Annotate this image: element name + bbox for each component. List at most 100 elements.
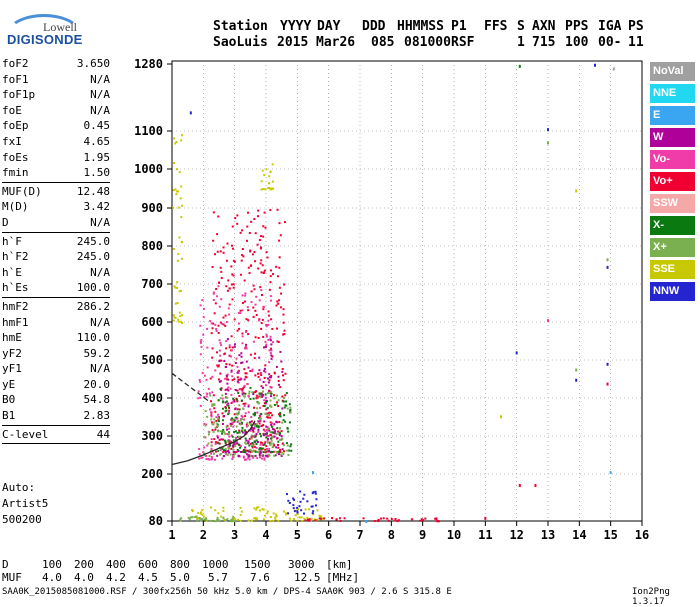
echo-point — [241, 294, 244, 297]
echo-point — [255, 432, 258, 435]
echo-point — [267, 392, 270, 395]
param-name: hmE — [2, 331, 22, 345]
echo-point — [238, 327, 241, 330]
y-tick-label: 500 — [141, 353, 163, 367]
echo-point — [241, 254, 244, 257]
echo-point — [217, 420, 220, 423]
echo-point — [220, 298, 223, 301]
echo-point — [260, 435, 263, 438]
echo-point — [244, 402, 247, 405]
echo-point — [278, 431, 281, 434]
echo-point — [278, 420, 281, 423]
echo-point — [175, 140, 178, 143]
echo-point — [206, 444, 209, 447]
echo-point — [377, 518, 380, 521]
echo-point — [390, 517, 393, 520]
echo-point — [226, 518, 229, 521]
echo-point — [236, 329, 239, 332]
echo-point — [222, 506, 225, 509]
echo-point — [245, 318, 248, 321]
echo-point — [241, 429, 244, 432]
echo-point — [275, 450, 278, 453]
echo-point — [189, 516, 192, 519]
echo-point — [232, 453, 235, 456]
echo-point — [292, 498, 295, 501]
echo-point — [251, 368, 254, 371]
echo-point — [236, 417, 239, 420]
echo-point — [237, 450, 240, 453]
echo-point — [244, 372, 247, 375]
echo-point — [216, 425, 219, 428]
echo-point — [273, 394, 276, 397]
echo-point — [238, 404, 241, 407]
echo-point — [258, 454, 261, 457]
echo-point — [262, 235, 265, 238]
echo-point — [237, 311, 240, 314]
echo-point — [268, 447, 271, 450]
echo-point — [547, 128, 549, 132]
echo-point — [298, 516, 301, 519]
echo-point — [280, 306, 283, 309]
echo-point — [252, 306, 255, 309]
echo-point — [273, 444, 276, 447]
echo-point — [265, 251, 268, 254]
echo-point — [197, 517, 200, 520]
param-row: hmF2 286.2 — [2, 299, 110, 315]
echo-point — [201, 371, 204, 374]
echo-point — [253, 517, 256, 520]
echo-point — [214, 509, 217, 512]
param-value: 1.95 — [83, 150, 111, 164]
echo-point — [233, 260, 236, 263]
echo-point — [256, 450, 259, 453]
echo-point — [226, 289, 229, 292]
echo-point — [434, 517, 437, 520]
echo-point — [278, 239, 281, 242]
echo-point — [226, 378, 229, 381]
echo-point — [209, 408, 212, 411]
echo-point — [225, 340, 228, 343]
echo-point — [272, 512, 275, 515]
echo-point — [234, 452, 237, 455]
legend-item-nnw: NNW — [650, 282, 695, 301]
echo-point — [228, 411, 231, 414]
header-p1-value: RSF — [451, 35, 475, 50]
echo-point — [279, 448, 282, 451]
echo-point — [241, 248, 244, 251]
echo-point — [240, 414, 243, 417]
echo-point — [236, 389, 239, 392]
autoscaling-version: 500200 — [2, 513, 42, 526]
echo-point — [266, 512, 269, 515]
echo-point — [269, 376, 272, 379]
param-name: C-level — [2, 427, 49, 441]
echo-point — [228, 451, 231, 454]
echo-point — [394, 519, 397, 522]
echo-point — [264, 364, 267, 367]
echo-point — [225, 363, 228, 366]
echo-point — [264, 451, 267, 454]
echo-point — [241, 309, 244, 312]
param-row: foF1p N/A — [2, 87, 110, 103]
echo-point — [268, 373, 271, 376]
echo-point — [217, 413, 220, 416]
header-ps-value: 11 — [628, 35, 644, 50]
echo-point — [206, 415, 209, 418]
legend-item-e: E — [650, 106, 695, 125]
x-tick-label: 4 — [262, 528, 269, 542]
echo-point — [269, 209, 272, 212]
echo-point — [259, 417, 262, 420]
echo-point — [221, 457, 224, 460]
echo-point — [229, 355, 232, 358]
echo-point — [241, 426, 244, 429]
echo-point — [227, 389, 230, 392]
muf-value: 4.0 — [74, 571, 94, 584]
echo-point — [245, 372, 248, 375]
echo-point — [277, 430, 280, 433]
echo-point — [199, 340, 202, 343]
echo-point — [270, 434, 273, 437]
echo-point — [212, 292, 215, 295]
echo-point — [226, 388, 229, 391]
param-name: h`Es — [2, 281, 29, 295]
echo-point — [263, 457, 266, 460]
echo-point — [238, 435, 241, 438]
echo-point — [226, 259, 229, 262]
